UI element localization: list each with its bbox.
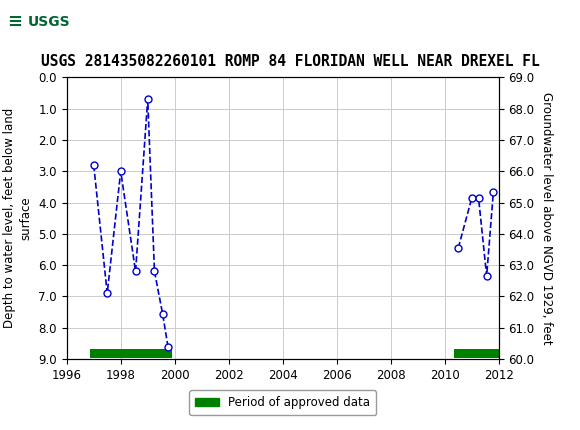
Text: ≡: ≡ bbox=[7, 12, 22, 31]
Bar bbox=[454, 349, 499, 358]
Legend: Period of approved data: Period of approved data bbox=[189, 390, 376, 415]
FancyBboxPatch shape bbox=[3, 3, 84, 40]
Text: USGS 281435082260101 ROMP 84 FLORIDAN WELL NEAR DREXEL FL: USGS 281435082260101 ROMP 84 FLORIDAN WE… bbox=[41, 55, 539, 69]
Text: USGS: USGS bbox=[28, 15, 71, 28]
Y-axis label: Depth to water level, feet below land
surface: Depth to water level, feet below land su… bbox=[3, 108, 33, 329]
Y-axis label: Groundwater level above NGVD 1929, feet: Groundwater level above NGVD 1929, feet bbox=[540, 92, 553, 344]
Bar bbox=[90, 349, 172, 358]
